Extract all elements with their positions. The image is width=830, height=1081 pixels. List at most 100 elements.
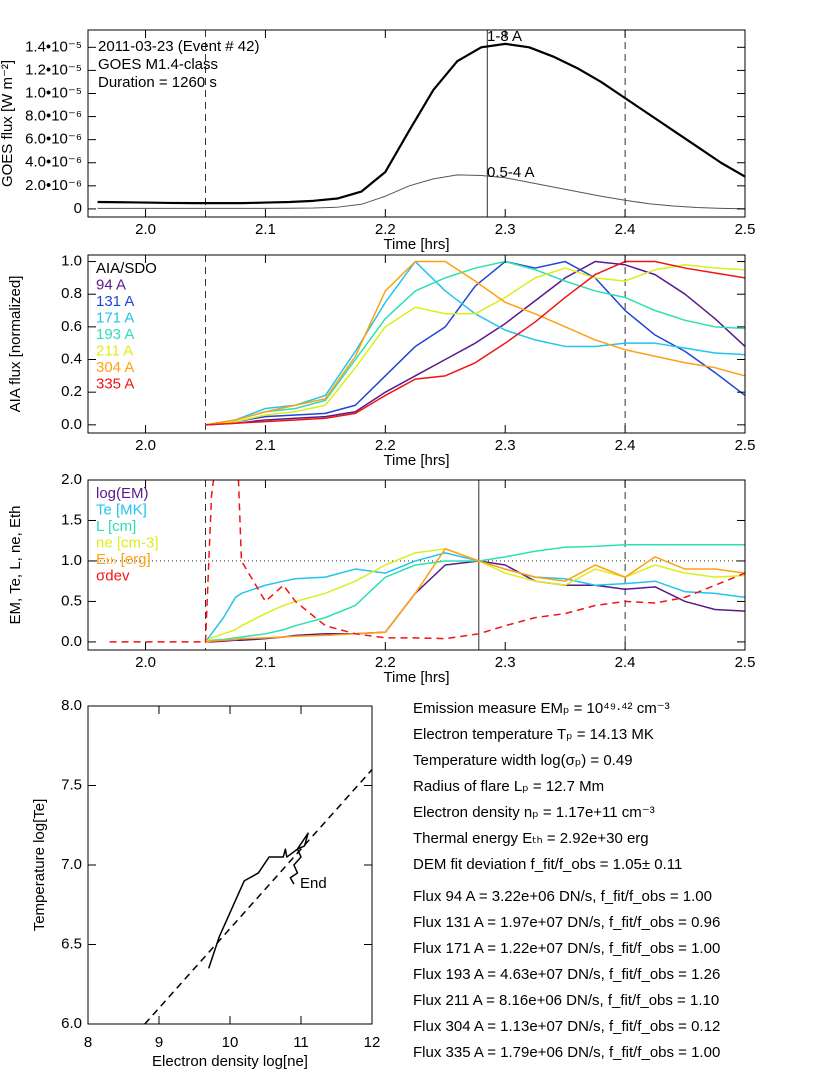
x-tick-label: 2.0 xyxy=(135,221,156,238)
parameter: Radius of flare Lₚ = 12.7 Mm xyxy=(413,778,604,795)
series-line xyxy=(205,260,745,426)
annotation: 2011-03-23 (Event # 42) xyxy=(98,38,260,55)
y-tick-label: 8.0•10⁻⁶ xyxy=(25,108,82,125)
x-tick-label: 2.4 xyxy=(615,654,636,671)
x-tick-label: 2.0 xyxy=(135,654,156,671)
y-axis-label: GOES flux [W m⁻²] xyxy=(0,60,16,187)
x-tick-label: 8 xyxy=(84,1034,92,1051)
y-tick-label: 8.0 xyxy=(61,697,82,714)
series-line xyxy=(97,42,745,205)
y-tick-label: 7.5 xyxy=(61,776,82,793)
flux-line: Flux 94 A = 3.22e+06 DN/s, f_fit/f_obs =… xyxy=(413,888,712,905)
series-line xyxy=(205,548,745,643)
y-tick-label: 1.5 xyxy=(61,511,82,528)
y-tick-label: 0.0 xyxy=(61,633,82,650)
axes-frame xyxy=(87,29,746,218)
series-line xyxy=(205,260,745,426)
axes-frame xyxy=(87,479,746,651)
legend-entry: log(EM) xyxy=(96,485,149,502)
x-tick-label: 10 xyxy=(222,1034,239,1051)
series-line xyxy=(204,552,745,643)
y-tick-label: 0 xyxy=(74,200,82,217)
plot-area xyxy=(97,30,745,217)
x-tick-label: 2.4 xyxy=(615,437,636,454)
x-axis-label: Time [hrs] xyxy=(383,452,449,469)
y-tick-label: 2.0 xyxy=(61,471,82,488)
y-tick-label: 0.0 xyxy=(61,416,82,433)
y-tick-label: 6.5 xyxy=(61,935,82,952)
y-tick-label: 0.8 xyxy=(61,285,82,302)
plot-area xyxy=(205,255,745,433)
x-tick-label: 2.5 xyxy=(735,654,756,671)
series-label: 0.5-4 A xyxy=(487,164,535,181)
annotation: Duration = 1260 s xyxy=(98,74,217,91)
y-tick-label: 2.0•10⁻⁶ xyxy=(25,177,82,194)
x-tick-label: 12 xyxy=(364,1034,381,1051)
x-tick-label: 2.4 xyxy=(615,221,636,238)
axes-frame xyxy=(87,705,373,1025)
y-tick-label: 0.2 xyxy=(61,383,82,400)
y-tick-label: 1.4•10⁻⁵ xyxy=(25,38,82,55)
legend-entry: Te [MK] xyxy=(96,501,147,518)
parameter: DEM fit deviation f_fit/f_obs = 1.05± 0.… xyxy=(413,856,682,873)
y-axis-label: EM, Te, L, ne, Eth xyxy=(7,506,24,625)
parameter: Temperature width log(σₚ) = 0.49 xyxy=(413,752,633,769)
y-axis-label: AIA flux [normalized] xyxy=(7,276,24,413)
legend-entry: 304 A xyxy=(96,359,134,376)
parameter: Electron temperature Tₚ = 14.13 MK xyxy=(413,726,654,743)
series-line xyxy=(109,480,745,643)
series-line xyxy=(205,260,745,426)
y-tick-label: 1.0 xyxy=(61,253,82,270)
annotation: GOES M1.4-class xyxy=(98,56,218,73)
plot-area xyxy=(144,769,372,1024)
legend-entry: 193 A xyxy=(96,326,134,343)
y-tick-label: 0.4 xyxy=(61,350,82,367)
x-tick-label: 11 xyxy=(293,1034,309,1051)
y-tick-label: 6.0•10⁻⁶ xyxy=(25,131,82,148)
x-tick-label: 2.0 xyxy=(135,437,156,454)
legend-entry: 131 A xyxy=(96,293,134,310)
series-line xyxy=(205,260,745,426)
flux-line: Flux 304 A = 1.13e+07 DN/s, f_fit/f_obs … xyxy=(413,1018,720,1035)
legend-entry: L [cm] xyxy=(96,518,136,535)
legend-title: AIA/SDO xyxy=(96,260,157,277)
x-tick-label: 2.5 xyxy=(735,437,756,454)
legend-entry: ne [cm-3] xyxy=(96,534,159,551)
y-tick-label: 0.6 xyxy=(61,318,82,335)
x-tick-label: 2.2 xyxy=(375,654,396,671)
y-tick-label: 1.2•10⁻⁵ xyxy=(25,61,82,78)
series-line xyxy=(205,260,745,426)
x-tick-label: 2.3 xyxy=(495,221,516,238)
x-tick-label: 2.3 xyxy=(495,654,516,671)
x-tick-label: 2.5 xyxy=(735,221,756,238)
parameter: Emission measure EMₚ = 10⁴⁹·⁴² cm⁻³ xyxy=(413,700,670,717)
parameter: Thermal energy Eₜₕ = 2.92e+30 erg xyxy=(413,830,649,847)
x-tick-label: 2.2 xyxy=(375,221,396,238)
plot-area xyxy=(88,480,745,650)
x-tick-label: 2.3 xyxy=(495,437,516,454)
series-line xyxy=(207,832,309,969)
flux-line: Flux 335 A = 1.79e+06 DN/s, f_fit/f_obs … xyxy=(413,1044,720,1061)
x-tick-label: 2.1 xyxy=(255,437,276,454)
y-tick-label: 6.0 xyxy=(61,1015,82,1032)
legend-entry: 171 A xyxy=(96,309,134,326)
flux-line: Flux 211 A = 8.16e+06 DN/s, f_fit/f_obs … xyxy=(413,992,719,1009)
annotation: End xyxy=(300,875,327,892)
x-tick-label: 9 xyxy=(155,1034,163,1051)
legend-entry: 211 A xyxy=(96,342,133,359)
flux-line: Flux 131 A = 1.97e+07 DN/s, f_fit/f_obs … xyxy=(413,914,720,931)
flux-line: Flux 193 A = 4.63e+07 DN/s, f_fit/f_obs … xyxy=(413,966,720,983)
x-tick-label: 2.2 xyxy=(375,437,396,454)
y-axis-label: Temperature log[Te] xyxy=(31,799,48,932)
series-line xyxy=(144,769,372,1024)
x-axis-label: Time [hrs] xyxy=(383,669,449,686)
legend-entry: 335 A xyxy=(96,375,134,392)
series-line xyxy=(97,174,745,210)
series-line xyxy=(205,548,745,643)
series-line xyxy=(205,544,745,643)
axes-frame xyxy=(87,254,746,434)
legend-entry: σdev xyxy=(96,567,130,584)
x-tick-label: 2.1 xyxy=(255,654,276,671)
series-label: 1-8 A xyxy=(487,28,522,45)
